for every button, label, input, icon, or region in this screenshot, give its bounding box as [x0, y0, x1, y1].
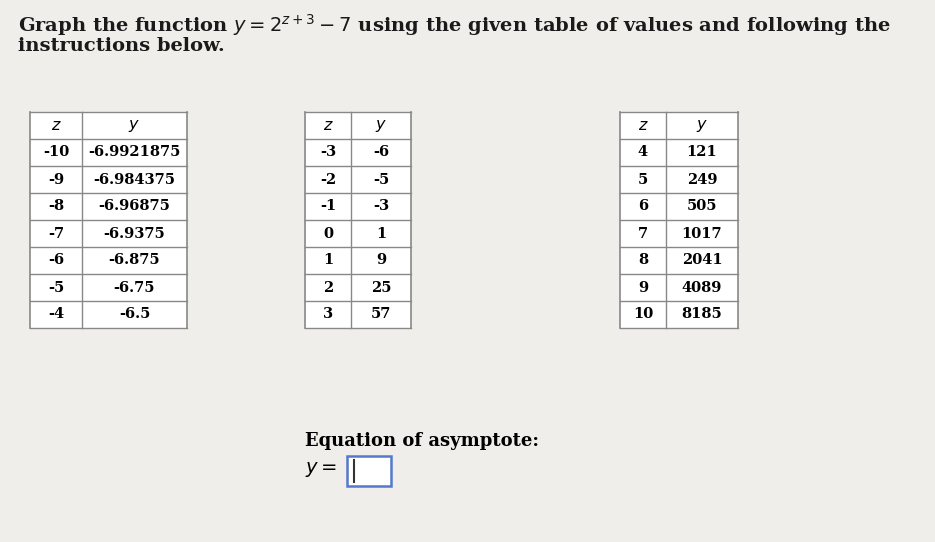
Text: 6: 6 [638, 199, 648, 214]
Text: -6.9375: -6.9375 [104, 227, 165, 241]
Text: -2: -2 [320, 172, 336, 186]
Text: 121: 121 [686, 145, 717, 159]
Text: -6.5: -6.5 [119, 307, 151, 321]
Text: 8185: 8185 [682, 307, 723, 321]
Text: $y$: $y$ [375, 117, 387, 134]
Text: $z$: $z$ [638, 117, 648, 134]
Text: 9: 9 [638, 281, 648, 294]
Text: -9: -9 [48, 172, 65, 186]
Text: 57: 57 [371, 307, 391, 321]
Text: -8: -8 [48, 199, 65, 214]
Text: Graph the function $y = 2^{z+3} - 7$ using the given table of values and followi: Graph the function $y = 2^{z+3} - 7$ usi… [18, 12, 891, 38]
Text: 7: 7 [638, 227, 648, 241]
Text: $y$: $y$ [696, 117, 708, 134]
Text: 4089: 4089 [682, 281, 722, 294]
Bar [30, 112, 187, 328]
Text: Equation of asymptote:: Equation of asymptote: [305, 432, 539, 450]
Text: $z$: $z$ [323, 117, 334, 134]
Text: -4: -4 [48, 307, 65, 321]
Text: -6: -6 [373, 145, 389, 159]
Text: 1: 1 [376, 227, 386, 241]
Text: 3: 3 [323, 307, 333, 321]
Text: 10: 10 [633, 307, 654, 321]
Text: 2041: 2041 [682, 254, 723, 268]
Bar [620, 112, 738, 328]
Text: 9: 9 [376, 254, 386, 268]
Text: 25: 25 [371, 281, 391, 294]
Text: -6.96875: -6.96875 [98, 199, 170, 214]
Text: -6: -6 [48, 254, 65, 268]
Text: 249: 249 [686, 172, 717, 186]
Bar [347, 456, 391, 486]
Text: -7: -7 [48, 227, 65, 241]
Text: 4: 4 [638, 145, 648, 159]
Text: 5: 5 [638, 172, 648, 186]
Text: $y$: $y$ [128, 117, 140, 134]
Text: -3: -3 [373, 199, 389, 214]
Bar [305, 112, 411, 328]
Text: -6.875: -6.875 [108, 254, 160, 268]
Text: -6.984375: -6.984375 [94, 172, 176, 186]
Text: 1: 1 [323, 254, 333, 268]
Text: 0: 0 [323, 227, 333, 241]
Text: 505: 505 [686, 199, 717, 214]
Text: -1: -1 [320, 199, 336, 214]
Text: -5: -5 [373, 172, 389, 186]
Text: -6.9921875: -6.9921875 [88, 145, 180, 159]
Text: 2: 2 [323, 281, 333, 294]
Text: $z$: $z$ [50, 117, 62, 134]
Text: -5: -5 [48, 281, 65, 294]
Text: -6.75: -6.75 [114, 281, 155, 294]
Text: $y =$: $y =$ [305, 460, 338, 479]
Text: 1017: 1017 [682, 227, 723, 241]
Text: -10: -10 [43, 145, 69, 159]
Text: instructions below.: instructions below. [18, 37, 224, 55]
Text: -3: -3 [320, 145, 336, 159]
Text: 8: 8 [638, 254, 648, 268]
